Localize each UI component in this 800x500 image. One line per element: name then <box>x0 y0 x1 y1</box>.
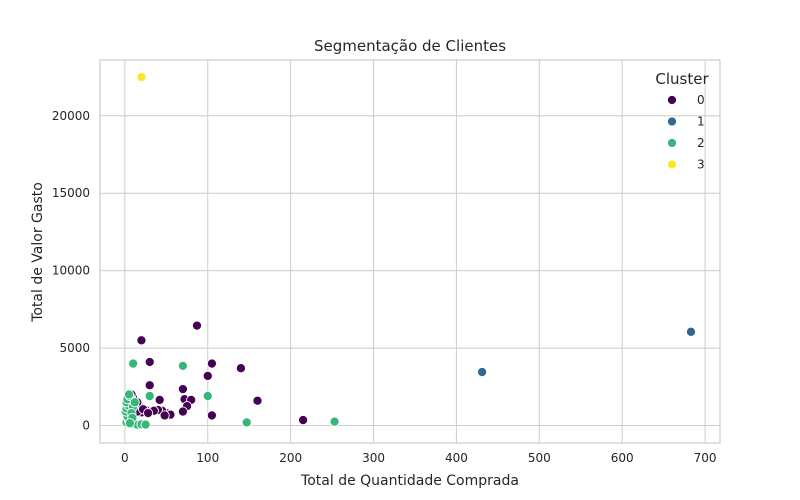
data-point-cluster-0 <box>154 394 165 405</box>
data-point-cluster-3 <box>136 71 147 83</box>
data-point-cluster-2 <box>124 418 135 429</box>
y-tick-label: 0 <box>82 418 90 432</box>
data-point-cluster-2 <box>202 391 213 402</box>
x-tick-label: 100 <box>196 451 219 465</box>
data-point-cluster-0 <box>144 356 155 368</box>
data-point-cluster-1 <box>477 367 488 378</box>
y-tick-label: 20000 <box>52 109 90 123</box>
x-tick-label: 500 <box>528 451 551 465</box>
legend-marker <box>666 116 678 127</box>
data-point-cluster-2 <box>123 389 135 400</box>
y-tick-labels: 0 5000 10000 15000 20000 <box>52 109 90 433</box>
data-point-cluster-0 <box>206 358 217 369</box>
legend-marker <box>666 137 678 149</box>
data-point-cluster-0 <box>206 410 217 421</box>
data-point-cluster-0 <box>235 363 246 374</box>
data-point-cluster-2 <box>177 360 188 371</box>
plot-frame <box>99 59 721 444</box>
x-tick-label: 400 <box>445 451 468 465</box>
legend-marker <box>666 94 678 106</box>
data-point-cluster-0 <box>191 320 203 331</box>
data-points <box>120 71 697 430</box>
x-tick-label: 600 <box>611 451 634 465</box>
data-point-cluster-0 <box>177 406 188 417</box>
legend-title: Cluster <box>655 70 709 88</box>
x-tick-label: 300 <box>362 451 385 465</box>
data-point-cluster-2 <box>129 397 140 408</box>
data-point-cluster-0 <box>159 410 170 421</box>
chart-title: Segmentação de Clientes <box>314 37 506 55</box>
x-axis-label: Total de Quantidade Comprada <box>300 473 519 489</box>
data-point-cluster-2 <box>140 419 151 430</box>
data-point-cluster-0 <box>202 370 213 381</box>
y-axis-label: Total de Valor Gasto <box>30 182 46 323</box>
x-tick-label: 0 <box>121 451 129 465</box>
legend-marker <box>666 159 678 170</box>
data-point-cluster-0 <box>177 384 188 395</box>
x-tick-labels: 0 100 200 300 400 500 600 700 <box>121 451 716 465</box>
data-point-cluster-1 <box>685 326 697 337</box>
y-tick-label: 10000 <box>52 264 90 278</box>
data-point-cluster-0 <box>252 395 263 406</box>
data-point-cluster-2 <box>144 391 155 402</box>
data-point-cluster-2 <box>329 416 340 427</box>
legend-label: 1 <box>697 115 705 129</box>
legend-label: 0 <box>697 93 705 107</box>
y-tick-label: 5000 <box>59 341 90 355</box>
legend-label: 3 <box>697 158 705 172</box>
data-point-cluster-0 <box>298 415 309 426</box>
data-point-cluster-2 <box>128 358 139 369</box>
x-tick-label: 200 <box>279 451 302 465</box>
legend: Cluster 0 1 2 3 <box>655 70 709 172</box>
legend-label: 2 <box>697 136 705 150</box>
data-point-cluster-0 <box>136 335 147 346</box>
data-point-cluster-0 <box>143 408 154 419</box>
x-tick-label: 700 <box>694 451 717 465</box>
data-point-cluster-2 <box>241 417 252 428</box>
y-tick-label: 15000 <box>52 186 90 200</box>
grid <box>100 60 720 443</box>
data-point-cluster-0 <box>144 380 155 391</box>
